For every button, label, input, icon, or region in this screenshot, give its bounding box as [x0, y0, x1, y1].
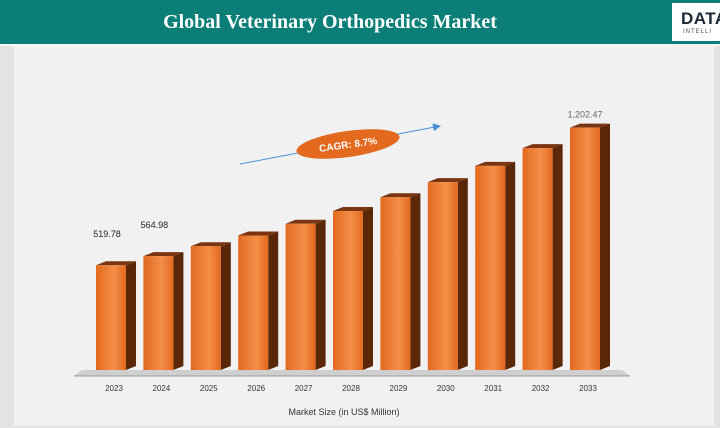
bar-2024[interactable]	[143, 252, 184, 370]
bar-top-2025	[190, 242, 231, 247]
logo-subtext: INTELLI	[683, 29, 713, 35]
bar-front-2027	[285, 223, 316, 370]
x-tick-label-2025: 2025	[200, 384, 218, 393]
chart-title: Global Veterinary Orthopedics Market	[163, 11, 497, 33]
bar-2032[interactable]	[522, 144, 563, 370]
bar-side-2027	[315, 219, 326, 370]
bar-side-2028	[363, 207, 373, 370]
bar-top-2029	[380, 193, 421, 198]
x-tick-label-2027: 2027	[295, 384, 313, 393]
header-bar: Global Veterinary Orthopedics Market DAT…	[0, 0, 720, 46]
bar-front-2023	[96, 265, 126, 370]
data-label-2024: 564.98	[141, 220, 169, 230]
chart-area: 2023 2024 2025 2026 2027 2028 2029 2030 2031 2032…	[14, 46, 714, 426]
x-axis-title: Market Size (in US$ Million)	[288, 407, 399, 417]
bar-side-2031	[505, 161, 516, 370]
bar-2033[interactable]	[570, 123, 610, 371]
bar-top-2026	[238, 231, 279, 236]
bar-side-2026	[268, 231, 279, 370]
bar-top-2027	[285, 219, 326, 224]
bar-side-2033	[600, 123, 610, 371]
bar-top-2033	[570, 123, 610, 128]
bar-chart: 2023 2024 2025 2026 2027 2028 2029 2030 2031 2032…	[74, 110, 630, 417]
bar-top-2024	[143, 252, 184, 257]
chart-floor	[74, 370, 630, 376]
bar-front-2028	[333, 211, 363, 370]
bar-front-2025	[190, 246, 221, 370]
x-tick-label-2030: 2030	[437, 384, 455, 393]
bar-top-2023	[96, 261, 136, 266]
bar-top-2031	[475, 161, 516, 166]
bar-top-2030	[427, 178, 468, 183]
x-tick-label-2023: 2023	[105, 384, 123, 393]
bar-2023[interactable]	[96, 261, 136, 370]
bar-side-2032	[552, 144, 563, 370]
bar-top-2028	[333, 207, 373, 212]
cagr-badge-shape	[296, 129, 400, 159]
bar-front-2030	[427, 182, 458, 370]
bar-side-2029	[410, 193, 421, 370]
bar-top-2032	[522, 144, 563, 149]
bar-side-2023	[126, 261, 136, 370]
x-tick-label-2029: 2029	[390, 384, 408, 393]
bar-side-2024	[173, 252, 184, 370]
bar-side-2030	[457, 178, 468, 370]
bar-2028[interactable]	[333, 207, 373, 370]
bar-2029[interactable]	[380, 193, 421, 370]
bar-front-2031	[475, 165, 506, 370]
bar-front-2029	[380, 197, 411, 370]
data-label-2033: 1,202.47	[567, 110, 602, 120]
cagr-badge: CAGR: 8.7%	[296, 129, 400, 159]
bar-front-2033	[570, 127, 600, 371]
x-tick-label-2031: 2031	[484, 384, 502, 393]
x-tick-label-2024: 2024	[153, 384, 171, 393]
bar-front-2032	[522, 148, 553, 370]
data-label-2023: 519.78	[93, 229, 121, 239]
bar-2026[interactable]	[238, 231, 279, 370]
bar-side-2025	[220, 242, 231, 370]
x-tick-label-2028: 2028	[342, 384, 360, 393]
bar-front-2024	[143, 256, 174, 370]
x-tick-label-2026: 2026	[247, 384, 265, 393]
bar-front-2026	[238, 235, 269, 370]
x-tick-label-2032: 2032	[532, 384, 550, 393]
bar-2025[interactable]	[190, 242, 231, 370]
bar-2031[interactable]	[475, 161, 516, 370]
bar-2030[interactable]	[427, 178, 468, 370]
datam-intelligence-logo[interactable]: DATA INTELLI	[672, 3, 720, 41]
bar-2027[interactable]	[285, 219, 326, 370]
logo-text: DATA	[681, 9, 720, 28]
x-tick-label-2033: 2033	[579, 384, 597, 393]
